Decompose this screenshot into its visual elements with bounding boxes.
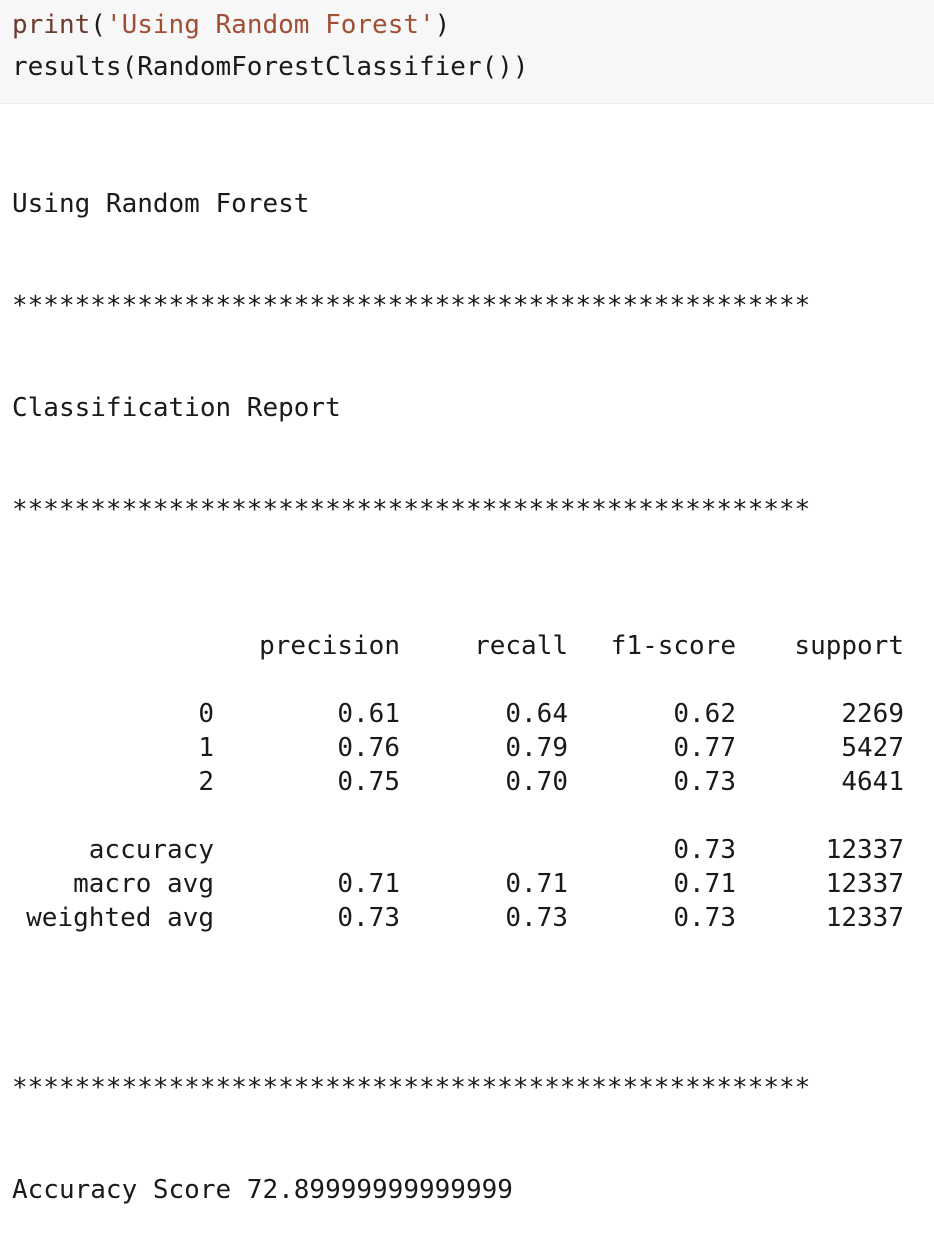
separator-stars-bottom: ****************************************… [12,1073,811,1103]
column-header-precision: precision [259,631,400,661]
summary-row-accuracy: accuracy 0.73 12337 [12,833,904,867]
recall-value: 0.73 [505,903,568,933]
string-literal: 'Using Random Forest' [105,10,435,40]
precision-value: 0.76 [337,733,400,763]
recall-value: 0.71 [505,869,568,899]
accuracy-score-line: Accuracy Score 72.89999999999999 [12,1175,513,1205]
f1-value: 0.71 [673,869,736,899]
column-header-recall: recall [474,631,568,661]
table-header-row: precision recall f1-score support [12,629,904,663]
recall-value: 0.79 [505,733,568,763]
f1-value: 0.62 [673,699,736,729]
table-row: 2 0.75 0.70 0.73 4641 [12,765,904,799]
blank-row [12,935,904,969]
summary-row-weighted-avg: weighted avg 0.73 0.73 0.73 12337 [12,901,904,935]
code-line-results: results(RandomForestClassifier()) [12,52,529,82]
f1-value: 0.73 [673,903,736,933]
support-value: 12337 [825,903,904,933]
row-label: 1 [198,733,214,763]
summary-row-macro-avg: macro avg 0.71 0.71 0.71 12337 [12,867,904,901]
code-cell[interactable]: print('Using Random Forest') results(Ran… [0,0,934,104]
row-label: weighted avg [26,903,214,933]
recall-value: 0.64 [505,699,568,729]
precision-value: 0.73 [337,903,400,933]
table-row: 1 0.76 0.79 0.77 5427 [12,731,904,765]
row-label: 2 [198,767,214,797]
row-label: macro avg [73,869,214,899]
support-value: 12337 [825,835,904,865]
print-keyword: print [12,10,91,40]
precision-value: 0.75 [337,767,400,797]
support-value: 5427 [841,733,904,763]
precision-value [214,833,400,867]
code-line-print: print('Using Random Forest') [12,8,450,42]
f1-value: 0.77 [673,733,736,763]
column-header-f1-score: f1-score [610,631,736,661]
support-value: 2269 [841,699,904,729]
cell-output: Using Random Forest ********************… [12,119,922,1241]
row-label: accuracy [88,835,214,865]
column-header-support: support [794,631,904,661]
report-title: Classification Report [12,393,341,423]
classification-report-table: precision recall f1-score support 0 0.61… [12,629,904,969]
recall-value: 0.70 [505,767,568,797]
precision-value: 0.71 [337,869,400,899]
f1-value: 0.73 [673,767,736,797]
separator-stars-mid: ****************************************… [12,495,811,525]
table-row: 0 0.61 0.64 0.62 2269 [12,697,904,731]
support-value: 4641 [841,767,904,797]
close-paren: ) [434,10,451,40]
header-label-blank [12,629,214,663]
row-label: 0 [198,699,214,729]
separator-stars-top: ****************************************… [12,291,811,321]
open-paren: ( [90,10,106,40]
output-heading: Using Random Forest [12,189,310,219]
support-value: 12337 [825,869,904,899]
blank-row [12,799,904,833]
recall-value [400,833,568,867]
f1-value: 0.73 [673,835,736,865]
precision-value: 0.61 [337,699,400,729]
blank-row [12,663,904,697]
